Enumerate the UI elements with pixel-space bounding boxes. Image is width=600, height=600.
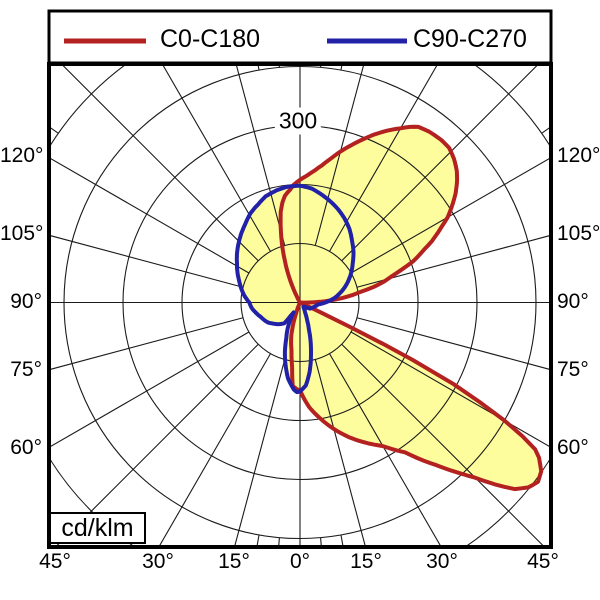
grid-radial-45 xyxy=(341,343,545,547)
grid-radial-75 xyxy=(356,317,551,371)
grid-radial-135 xyxy=(341,64,540,262)
angle-label-left-90: 90° xyxy=(10,290,42,313)
grid-minor-tick xyxy=(541,126,551,134)
unit-box: cd/klm xyxy=(49,512,146,544)
angle-label-left-60: 60° xyxy=(10,436,42,459)
grid-minor-tick xyxy=(340,534,344,547)
angle-label-bottom-30r: 30° xyxy=(426,550,458,573)
angle-label-bottom-15r: 15° xyxy=(350,550,382,573)
grid-minor-tick xyxy=(49,126,59,134)
angle-label-left-120: 120° xyxy=(0,144,44,167)
grid-radial-120 xyxy=(350,156,551,274)
grid-radial--150 xyxy=(161,64,271,252)
ring-value-label: 300 xyxy=(274,107,322,135)
angle-label-left-75: 75° xyxy=(10,358,42,381)
angle-label-right-60: 60° xyxy=(557,436,589,459)
angle-label-bottom-15l: 15° xyxy=(218,550,250,573)
legend-box xyxy=(47,9,553,65)
curve-c0-c180 xyxy=(278,124,544,492)
angle-label-right-90: 90° xyxy=(557,290,589,313)
grid-radial--15 xyxy=(233,359,286,547)
angle-label-bottom-0: 0° xyxy=(289,550,311,573)
grid-radial--120 xyxy=(49,156,250,274)
grid-radial--165 xyxy=(235,64,286,246)
grid-radial-60 xyxy=(350,331,551,449)
grid-minor-tick xyxy=(320,537,322,547)
grid-radial-30 xyxy=(329,353,442,547)
grid-minor-tick xyxy=(278,537,280,547)
grid-minor-tick xyxy=(278,64,280,68)
grid-radial-105 xyxy=(356,234,551,288)
legend-label-c90-c270: C90-C270 xyxy=(413,25,527,53)
angle-label-bottom-45r: 45° xyxy=(527,550,559,573)
grid-radial--135 xyxy=(60,64,259,262)
grid-minor-tick xyxy=(256,534,260,547)
curve-c90-c270 xyxy=(234,183,356,395)
angle-label-bottom-30l: 30° xyxy=(142,550,174,573)
angle-label-right-75: 75° xyxy=(557,358,589,381)
legend-label-c0-c180: C0-C180 xyxy=(160,25,261,53)
grid-radial--30 xyxy=(158,353,271,547)
grid-radial--75 xyxy=(49,317,244,371)
grid-radial--60 xyxy=(49,331,250,449)
angle-label-bottom-45l: 45° xyxy=(39,550,71,573)
grid-minor-tick xyxy=(320,64,322,68)
angle-label-right-120: 120° xyxy=(557,144,600,167)
angle-label-right-105: 105° xyxy=(557,222,600,245)
unit-label: cd/klm xyxy=(61,513,134,542)
grid-radial--105 xyxy=(49,234,244,288)
grid-radial-15 xyxy=(314,359,367,547)
angle-label-left-105: 105° xyxy=(0,222,44,245)
